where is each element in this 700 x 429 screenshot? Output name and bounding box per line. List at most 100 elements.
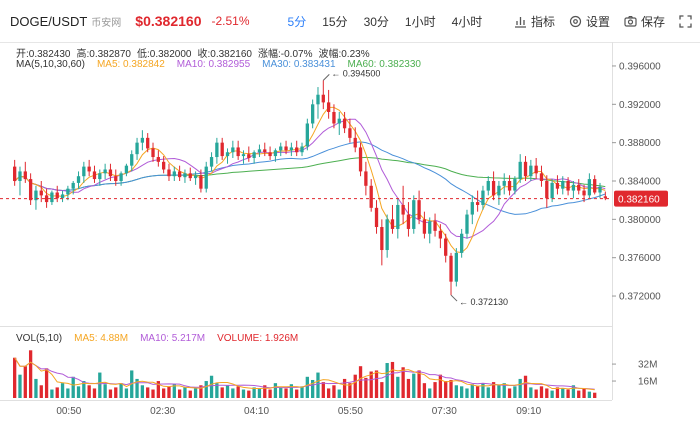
candle-body [417,200,421,220]
vol-ma5-line [14,357,595,391]
candle-body [497,185,501,196]
y-tick-label: 0.376000 [619,253,661,264]
volume-bar [326,388,331,398]
volume-bar [108,389,113,398]
candle-body [87,166,91,172]
volume-bar [454,385,458,398]
volume-bar [103,384,107,398]
x-tick-label: 00:50 [56,406,81,417]
volume-bar [124,388,129,398]
volume-bar [465,388,469,398]
current-price-tag [614,190,668,207]
candle-body [263,149,267,153]
candle-body [220,142,224,157]
candle-body [561,181,565,189]
candle-body [140,137,145,143]
candle-body [268,152,272,157]
candle-body [433,221,437,231]
fullscreen-button[interactable] [679,14,692,28]
candle-body [396,204,400,229]
candle-body [545,181,549,199]
volume-bar [481,383,485,398]
x-tick-label: 02:30 [150,406,175,417]
volume-bar [183,387,187,398]
candle-body [406,214,411,229]
gear-icon [569,15,582,27]
volume-bar [247,390,251,398]
volume-bar [491,382,496,398]
volume-bar [215,383,219,398]
candle-body [502,181,506,186]
volume-bar [220,387,224,398]
candle-body [337,118,341,124]
volume-bar [321,382,325,398]
candle-body [358,147,363,172]
pair-name[interactable]: DOGE/USDT [10,13,88,29]
toolbar: DOGE/USDT 币安网 $0.382160 -2.51% 5分 15分 30… [0,0,700,42]
candle-body [412,200,416,229]
candle-body [555,182,560,189]
vol-tick-label: 16M [638,377,657,388]
candle-body [92,171,97,180]
x-tick-label: 07:30 [432,406,457,417]
volume-bar [119,383,123,398]
y-tick-label: 0.372000 [619,292,661,303]
candle-body [428,221,432,234]
volume-bar [172,384,176,398]
volume-bar [529,387,533,398]
interval-tabs: 5分 15分 30分 1小时 4小时 [280,13,491,30]
ohlc-legend: 开:0.382430 高:0.382870 低:0.382000 收:0.382160… [16,45,376,60]
volume-bar [444,381,448,398]
candle-body [470,202,474,215]
candle-body [305,123,309,147]
candle-body [257,149,262,153]
vol-tick-label: 32M [638,360,657,371]
ma10-value: MA10: 0.382955 [176,59,251,70]
candle-body [486,181,490,191]
volume-bar [199,385,203,398]
volume-bar [263,385,267,398]
volume-bar [162,388,166,398]
tab-5m[interactable]: 5分 [287,14,307,29]
volume-bar [475,386,480,398]
volume-bar [204,381,208,398]
settings-button[interactable]: 设置 [569,13,610,30]
candle-body [300,146,304,153]
volume-bar [449,379,453,398]
candle-body [390,219,395,229]
candle-body [438,230,443,239]
candle-body [60,194,65,199]
candle-body [348,128,352,138]
ma10-line [14,118,606,239]
volume-bar [396,376,400,398]
y-tick-label: 0.392000 [619,100,661,111]
candle-body [209,157,214,167]
tab-30m[interactable]: 30分 [363,14,389,29]
volume-bar [587,391,592,398]
candle-body [587,179,592,196]
candle-body [241,154,246,157]
volume-bar [151,389,155,398]
candle-body [444,238,448,256]
indicator-button[interactable]: 指标 [514,13,555,30]
volume-bar [82,381,86,398]
settings-label: 设置 [585,14,610,29]
candle-body [231,147,235,153]
candle-body [103,169,107,174]
volume-bar [140,385,145,398]
ma60-value: MA60: 0.382330 [347,59,421,70]
tab-1h[interactable]: 1小时 [404,14,436,29]
high-annotation: ← 0.394500 [331,68,380,78]
x-tick-label: 09:10 [516,406,541,417]
volume-bar [60,383,65,398]
candle-body [156,157,160,162]
volume-bar [337,389,341,398]
volume-bar [566,389,570,398]
tab-4h[interactable]: 4小时 [451,14,483,29]
tab-15m[interactable]: 15分 [322,14,348,29]
volume-bar [167,386,171,398]
candle-body [369,185,373,208]
current-price: $0.382160 [135,13,202,29]
save-button[interactable]: 保存 [624,13,665,30]
